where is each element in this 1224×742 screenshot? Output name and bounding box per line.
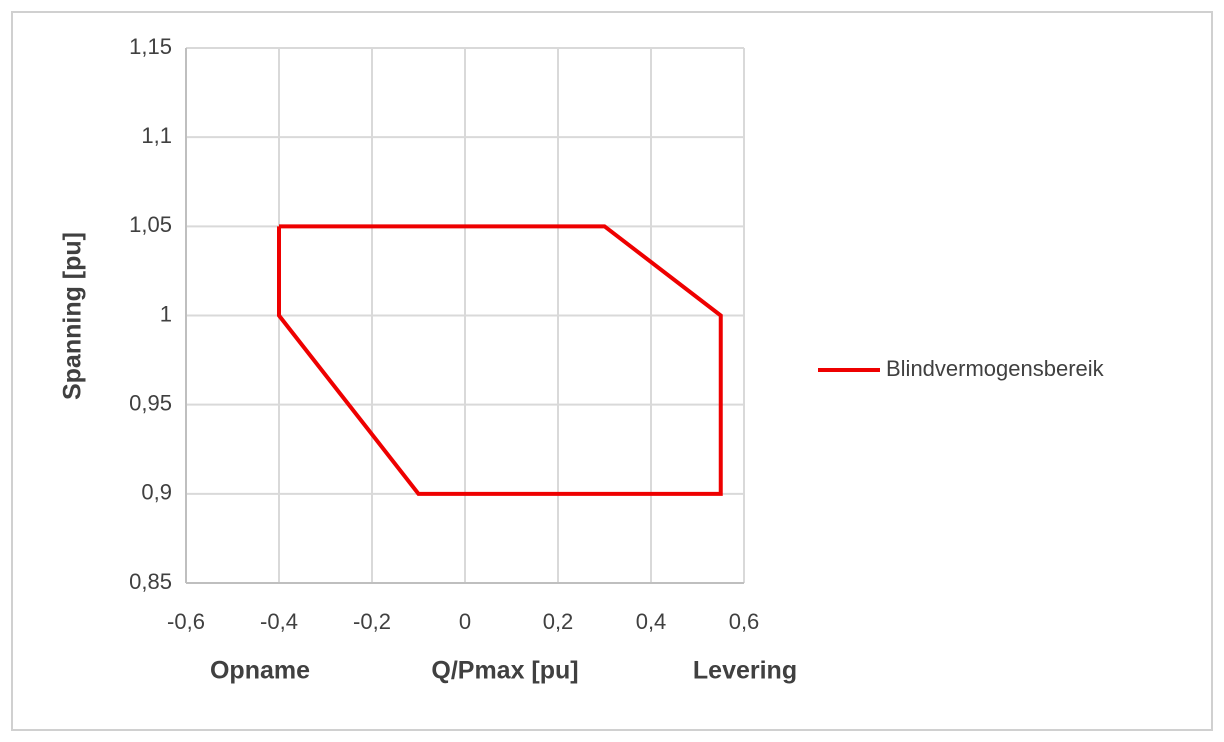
x-tick-label: -0,6 [167, 609, 205, 634]
annotation: Opname [210, 657, 310, 685]
x-axis-label: Q/Pmax [pu] [431, 657, 578, 685]
x-tick-label: 0,4 [636, 609, 667, 634]
chart-frame [11, 11, 1213, 731]
legend-label: Blindvermogensbereik [886, 356, 1105, 381]
x-tick-label: -0,2 [353, 609, 391, 634]
y-tick-label: 1 [160, 301, 172, 326]
x-tick-label: 0 [459, 609, 471, 634]
x-tick-label: 0,6 [729, 609, 760, 634]
x-tick-label: -0,4 [260, 609, 298, 634]
y-tick-label: 0,85 [129, 569, 172, 594]
y-tick-label: 0,95 [129, 390, 172, 415]
y-tick-label: 1,15 [129, 34, 172, 59]
y-tick-label: 1,1 [141, 123, 172, 148]
x-tick-label: 0,2 [543, 609, 574, 634]
series-line [277, 224, 723, 496]
y-tick-label: 1,05 [129, 212, 172, 237]
y-tick-label: 0,9 [141, 480, 172, 505]
annotation: Levering [693, 657, 797, 685]
y-axis-label: Spanning [pu] [59, 232, 87, 400]
